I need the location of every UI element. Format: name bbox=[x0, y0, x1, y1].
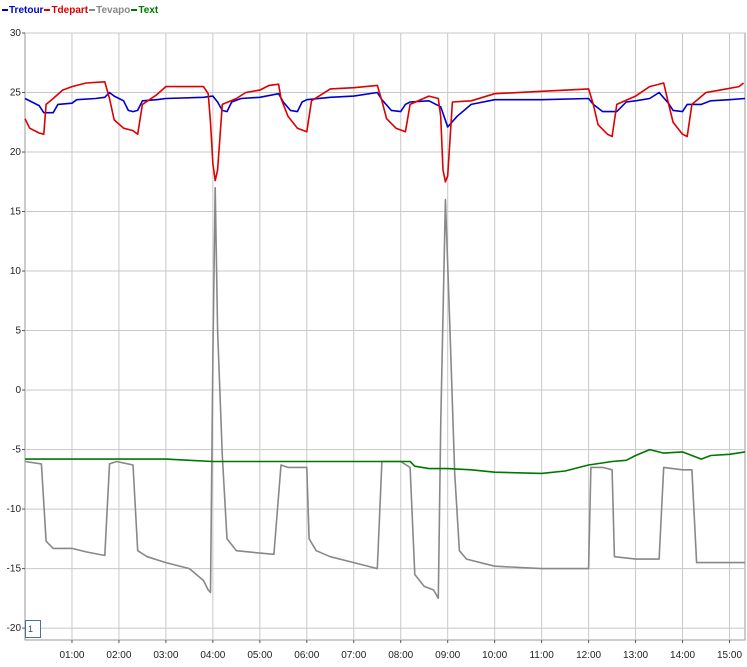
legend-label: Text bbox=[138, 4, 159, 16]
legend-label: Tretour bbox=[9, 4, 44, 16]
series-line-tretour bbox=[24, 91, 746, 128]
x-tick-label: 05:00 bbox=[247, 650, 272, 661]
x-tick-label: 03:00 bbox=[153, 650, 178, 661]
series-line-tdepart bbox=[24, 81, 745, 183]
x-axis: 01:00 02:00 03:00 04:00 05:00 06:00 07:00 08:00… bbox=[59, 640, 742, 661]
x-tick-label: 10:00 bbox=[482, 650, 507, 661]
y-tick-label: 25 bbox=[10, 88, 22, 99]
series-group bbox=[24, 81, 746, 600]
legend: Tretour Tdepart Tevapo Text bbox=[2, 3, 159, 17]
y-tick-label: 0 bbox=[15, 385, 21, 396]
legend-swatch bbox=[131, 9, 138, 11]
y-axis: 30 25 20 15 10 5 0 -5 -10 -15 -20 bbox=[7, 28, 25, 634]
plot-area bbox=[24, 32, 746, 641]
legend-item-text[interactable]: Text bbox=[131, 5, 158, 16]
y-tick-label: 20 bbox=[10, 147, 22, 158]
x-tick-label: 06:00 bbox=[294, 650, 319, 661]
legend-swatch bbox=[2, 9, 8, 11]
y-tick-label: -15 bbox=[7, 564, 22, 575]
series-line-tevapo bbox=[24, 186, 745, 600]
x-tick-label: 02:00 bbox=[106, 650, 131, 661]
y-tick-label: 15 bbox=[10, 207, 22, 218]
x-tick-label: 09:00 bbox=[435, 650, 460, 661]
legend-item-tdepart[interactable]: Tdepart bbox=[44, 5, 88, 16]
x-tick-label: 15:00 bbox=[717, 650, 742, 661]
legend-item-tretour[interactable]: Tretour bbox=[2, 5, 43, 16]
y-tick-label: -10 bbox=[7, 504, 22, 515]
x-tick-label: 01:00 bbox=[59, 650, 84, 661]
legend-swatch bbox=[44, 9, 51, 11]
legend-swatch bbox=[89, 9, 96, 11]
y-tick-label: 10 bbox=[10, 266, 22, 277]
legend-item-tevapo[interactable]: Tevapo bbox=[89, 5, 130, 16]
legend-label: Tdepart bbox=[51, 4, 89, 16]
legend-label: Tevapo bbox=[96, 4, 131, 16]
x-tick-label: 04:00 bbox=[200, 650, 225, 661]
y-tick-label: -20 bbox=[7, 623, 22, 634]
x-tick-label: 13:00 bbox=[623, 650, 648, 661]
zoom-level-box[interactable]: 1 bbox=[25, 620, 41, 638]
x-tick-label: 14:00 bbox=[670, 650, 695, 661]
y-tick-label: 5 bbox=[15, 326, 21, 337]
grid bbox=[25, 32, 745, 640]
series-line-text bbox=[25, 448, 746, 475]
x-tick-label: 11:00 bbox=[529, 650, 554, 661]
y-tick-label: -5 bbox=[12, 445, 21, 456]
y-tick-label: 30 bbox=[10, 28, 22, 39]
x-tick-label: 07:00 bbox=[341, 650, 366, 661]
x-tick-label: 12:00 bbox=[576, 650, 601, 661]
x-tick-label: 08:00 bbox=[388, 650, 413, 661]
